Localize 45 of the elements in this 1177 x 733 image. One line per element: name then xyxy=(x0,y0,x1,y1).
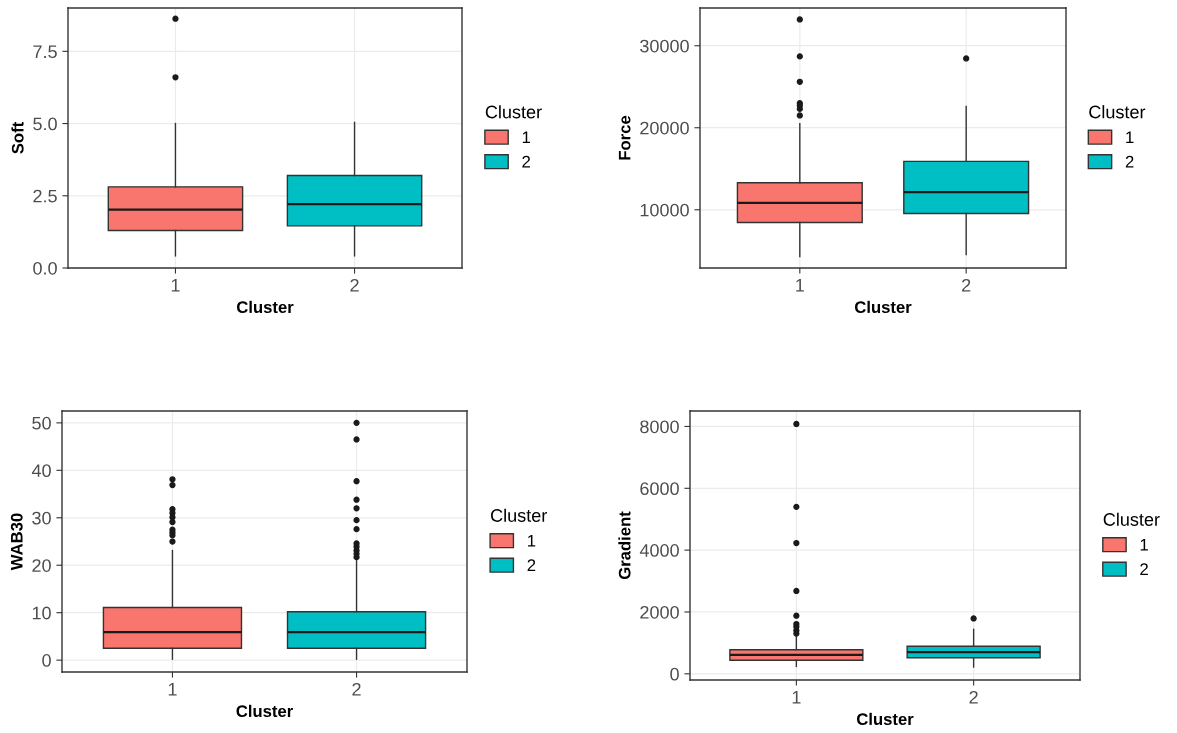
legend-title: Cluster xyxy=(485,105,542,119)
y-tick-label: 30 xyxy=(32,511,51,525)
x-tick-label: 2 xyxy=(969,690,978,704)
x-axis-title: Cluster xyxy=(856,712,914,726)
y-tick-label: 20 xyxy=(32,559,51,572)
legend-label: 1 xyxy=(528,534,536,547)
x-tick-label: 1 xyxy=(796,279,804,292)
y-tick-label: 7.5 xyxy=(33,45,57,59)
y-tick-label: 4000 xyxy=(639,544,679,557)
x-tick-label: 2 xyxy=(962,278,971,292)
y-tick-label: 20000 xyxy=(640,121,689,135)
y-tick-label: 0 xyxy=(42,654,51,667)
y-tick-label: 2.5 xyxy=(33,189,57,203)
y-tick-label: 2000 xyxy=(640,605,679,619)
legend-title: Cluster xyxy=(491,508,547,522)
y-axis-title: Soft xyxy=(11,122,24,154)
legend-title: Cluster xyxy=(1089,105,1146,119)
legend-label: 2 xyxy=(1140,563,1148,575)
legend-label: 2 xyxy=(1125,155,1134,168)
legend-label: 1 xyxy=(1126,131,1134,143)
y-tick-label: 0 xyxy=(670,667,679,681)
y-axis-title: Gradient xyxy=(618,511,631,580)
x-axis-title: Cluster xyxy=(236,704,293,718)
y-tick-label: 10 xyxy=(32,606,51,620)
legend-title: Cluster xyxy=(1103,512,1160,526)
x-tick-label: 1 xyxy=(171,279,180,292)
y-tick-label: 6000 xyxy=(640,482,679,496)
legend-label: 1 xyxy=(1140,538,1148,551)
y-tick-label: 5.0 xyxy=(33,117,57,131)
y-tick-label: 0.0 xyxy=(33,261,57,275)
x-axis-title: Cluster xyxy=(854,300,912,314)
y-tick-label: 10000 xyxy=(640,203,689,217)
legend-label: 2 xyxy=(527,559,536,571)
y-axis-title: Force xyxy=(618,115,631,160)
y-tick-label: 50 xyxy=(32,416,51,430)
y-tick-label: 30000 xyxy=(640,39,689,53)
x-axis-title: Cluster xyxy=(236,300,294,314)
x-tick-label: 1 xyxy=(168,683,177,696)
legend-label: 1 xyxy=(522,131,530,143)
legend-label: 2 xyxy=(522,155,530,168)
y-tick-label: 40 xyxy=(31,464,51,478)
x-tick-label: 2 xyxy=(352,682,361,696)
y-axis-title: WAB30 xyxy=(10,513,23,571)
x-tick-label: 2 xyxy=(350,278,359,292)
y-tick-label: 8000 xyxy=(640,420,679,434)
